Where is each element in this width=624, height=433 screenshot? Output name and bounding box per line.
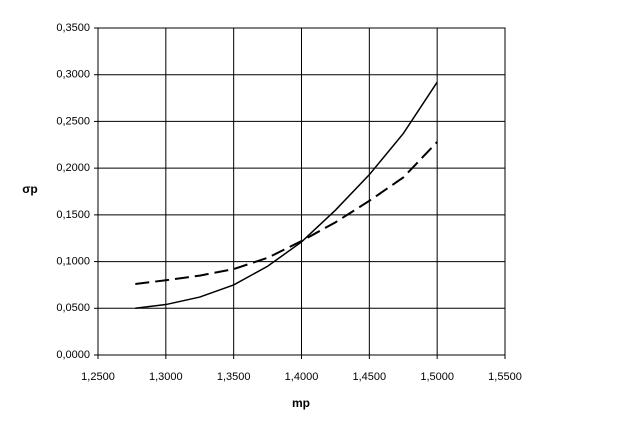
y-tick-label: 0,3500: [56, 22, 90, 34]
x-tick-label: 1,3500: [217, 371, 251, 383]
y-tick-label: 0,1500: [56, 209, 90, 221]
line-series: [135, 81, 438, 310]
x-tick-label: 1,5500: [488, 371, 522, 383]
x-tick-label: 1,4500: [353, 371, 387, 383]
x-tick-label: 1,4000: [285, 371, 319, 383]
y-axis-title: σp: [22, 182, 38, 196]
line-series: [135, 141, 438, 285]
y-tick-label: 0,0000: [56, 349, 90, 361]
y-tick-label: 0,3000: [56, 69, 90, 81]
y-tick-label: 0,2500: [56, 115, 90, 127]
y-tick-label: 0,0500: [56, 302, 90, 314]
x-axis-title: mp: [292, 396, 310, 410]
y-tick-label: 0,1000: [56, 255, 90, 267]
x-tick-label: 1,5000: [420, 371, 454, 383]
y-tick-label: 0,2000: [56, 162, 90, 174]
x-tick-label: 1,3000: [149, 371, 183, 383]
plot-frame: [97, 27, 506, 356]
x-tick-label: 1,2500: [81, 371, 115, 383]
